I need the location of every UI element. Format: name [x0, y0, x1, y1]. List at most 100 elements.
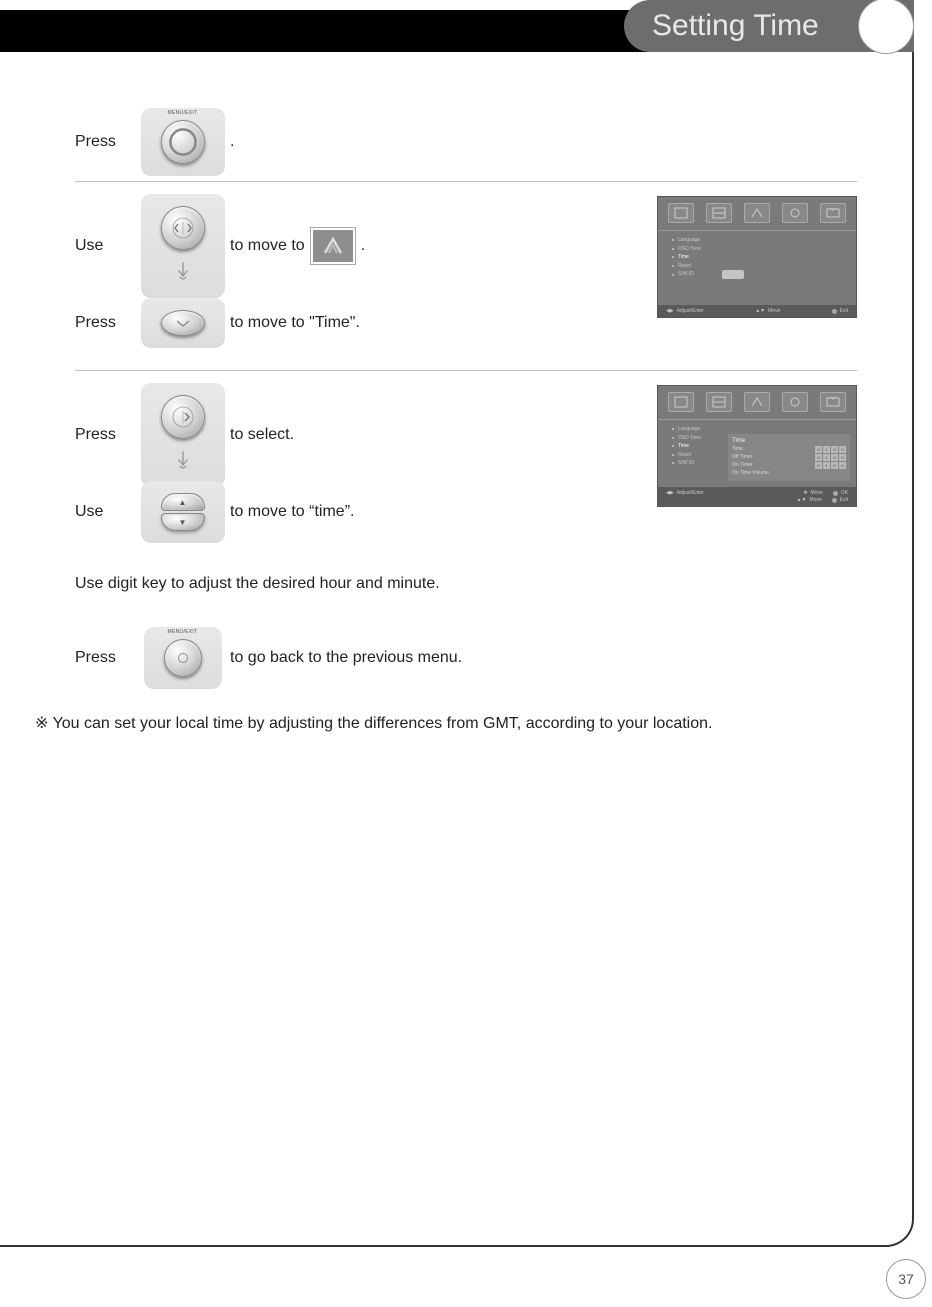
- step-5-button-col: ▲ ▼: [135, 481, 230, 543]
- button-panel: [141, 194, 225, 298]
- osd-divider: [658, 230, 856, 231]
- step-1-instruction: .: [230, 133, 857, 151]
- step-4-text: to select.: [230, 426, 294, 444]
- osd-submenu-row: On Timer0100: [732, 462, 846, 469]
- step-3-button-col: [135, 298, 230, 348]
- osd-tab-picture-icon: [668, 392, 694, 412]
- osd-footer-move: ▲▼Move: [797, 497, 822, 503]
- osd-item-label: OSD Tone: [678, 245, 701, 254]
- step-group-4-5: Press: [75, 375, 857, 555]
- osd-item-label: OSD Tone: [678, 434, 701, 443]
- osd-submenu-row: Time0100: [732, 446, 846, 453]
- down-hand-icon: [174, 261, 192, 288]
- osd-submenu-title: Time: [732, 438, 846, 444]
- step-group-2-3: Use: [75, 186, 857, 366]
- step-7-row: Press MENU/EXIT to go back to the previo…: [75, 623, 857, 693]
- step-2-after: .: [361, 237, 365, 255]
- step-6-text: Use digit key to adjust the desired hour…: [75, 575, 857, 593]
- osd-tab-imgadj-icon: [706, 203, 732, 223]
- osd-item-label: Language: [678, 425, 700, 434]
- osd-item: OSD Tone: [672, 434, 726, 443]
- button-center-icon: [174, 649, 192, 667]
- osd-item-highlighted: Time: [672, 253, 842, 262]
- down-half[interactable]: ▼: [161, 513, 205, 531]
- content-frame: Press MENU/EXIT . Use: [0, 52, 914, 1247]
- divider: [75, 181, 857, 182]
- osd-tab-parent-icon: [782, 203, 808, 223]
- osd-footer: ◀▶Adjust/Enter ✥Move OK ▲▼Move Exit: [658, 487, 856, 506]
- title-circle-decor: [858, 0, 914, 54]
- step-2-button-col: [135, 194, 230, 298]
- divider: [75, 370, 857, 371]
- step-4-label: Press: [75, 426, 135, 444]
- osd-item: S/W ID: [672, 270, 842, 279]
- right-arrow-icon: [168, 402, 198, 432]
- osd-tab-setup-icon: [744, 203, 770, 223]
- button-panel: MENU/EXIT: [141, 108, 225, 176]
- button-panel: [141, 383, 225, 487]
- right-select-button[interactable]: [161, 395, 205, 439]
- step-5-label: Use: [75, 503, 135, 521]
- osd-item: Reset: [672, 451, 726, 460]
- down-hand-icon: [174, 450, 192, 477]
- osd-nav-icons: [658, 197, 856, 229]
- osd-item: OSD Tone: [672, 245, 842, 254]
- osd-item-label: Reset: [678, 451, 691, 460]
- osd-tab-picture-icon: [668, 203, 694, 223]
- left-right-arrows-icon: [168, 213, 198, 243]
- step-2-label: Use: [75, 237, 135, 255]
- osd-submenu-row: On Time Volume: [732, 470, 846, 476]
- osd-tab-parent-icon: [782, 392, 808, 412]
- up-down-button[interactable]: ▲ ▼: [161, 493, 205, 531]
- osd-submenu-row: Off Timer0100: [732, 454, 846, 461]
- osd-screenshot-1: Language OSD Tone Time Reset S/W ID ◀▶Ad…: [657, 196, 857, 318]
- osd-screenshot-2-wrap: Language OSD Tone Time Reset S/W ID Time…: [657, 385, 857, 507]
- osd-submenu: Time Time0100 Off Timer0100 On Timer0100…: [728, 434, 850, 481]
- osd-footer-move: ✥Move: [803, 490, 822, 496]
- osd-menu-list: Language OSD Tone Time Reset S/W ID: [658, 232, 856, 283]
- step-7-label: Press: [75, 649, 135, 667]
- button-panel: MENU/EXIT: [144, 627, 222, 689]
- content-area: Press MENU/EXIT . Use: [0, 52, 912, 733]
- step-1-button-col: MENU/EXIT: [135, 108, 230, 176]
- step-1-row: Press MENU/EXIT .: [75, 107, 857, 177]
- osd-footer-ok: OK: [833, 490, 848, 496]
- page-number: 37: [886, 1259, 926, 1299]
- down-oval-button[interactable]: [161, 310, 205, 336]
- menu-exit-label: MENU/EXIT: [168, 629, 198, 635]
- osd-footer-exit: Exit: [832, 497, 848, 503]
- osd-screenshot-1-wrap: Language OSD Tone Time Reset S/W ID ◀▶Ad…: [657, 196, 857, 318]
- page-number-value: 37: [898, 1271, 914, 1287]
- left-right-button[interactable]: [161, 206, 205, 250]
- menu-exit-button[interactable]: MENU/EXIT: [164, 639, 202, 677]
- menu-exit-label: MENU/EXIT: [168, 110, 198, 116]
- osd-tab-setup-icon: [744, 392, 770, 412]
- osd-item-label: Time: [678, 442, 689, 451]
- osd-tab-dtv-icon: [820, 392, 846, 412]
- osd-item: S/W ID: [672, 459, 726, 468]
- osd-footer-move: ▲▼Move: [755, 308, 780, 314]
- osd-screenshot-2: Language OSD Tone Time Reset S/W ID Time…: [657, 385, 857, 507]
- osd-item-label: S/W ID: [678, 270, 694, 279]
- osd-item-label: Reset: [678, 262, 691, 271]
- menu-exit-button[interactable]: MENU/EXIT: [161, 120, 205, 164]
- osd-footer-adjust: ◀▶Adjust/Enter: [666, 308, 704, 314]
- step-7-text: to go back to the previous menu.: [230, 649, 462, 667]
- osd-nav-icons: [658, 386, 856, 418]
- step-3-text: to move to "Time".: [230, 314, 360, 332]
- button-panel: [141, 298, 225, 348]
- osd-footer-adjust: ◀▶Adjust/Enter: [666, 490, 704, 496]
- step-1-label: Press: [75, 133, 135, 151]
- down-chevron-icon: [173, 317, 193, 329]
- step-4-button-col: [135, 383, 230, 487]
- step-7-button-col: MENU/EXIT: [135, 627, 230, 689]
- button-panel: ▲ ▼: [141, 481, 225, 543]
- step-2-before: to move to: [230, 237, 305, 255]
- footnote: ※ You can set your local time by adjusti…: [35, 713, 857, 733]
- title-tab: Setting Time: [624, 0, 914, 52]
- osd-item: Language: [672, 425, 726, 434]
- up-half[interactable]: ▲: [161, 493, 205, 511]
- osd-item: Reset: [672, 262, 842, 271]
- osd-value-pill: [722, 270, 744, 279]
- osd-divider: [658, 419, 856, 420]
